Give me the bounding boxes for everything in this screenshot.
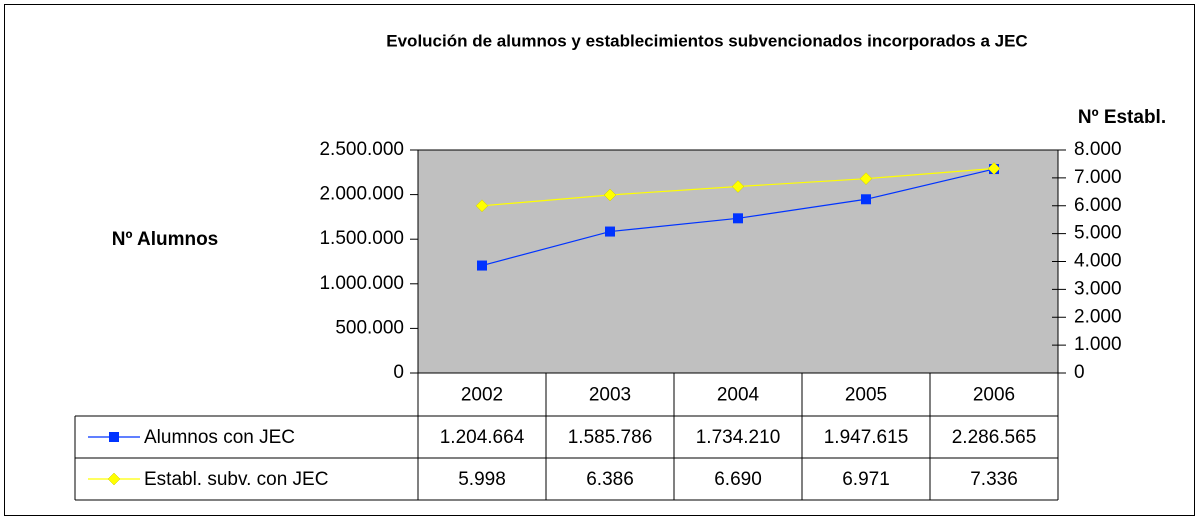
table-value: 6.690 (714, 469, 762, 490)
y2-tick-label: 3.000 (1074, 278, 1122, 299)
y2-tick-label: 6.000 (1074, 195, 1122, 216)
marker (861, 194, 871, 205)
table-value: 1.585.786 (568, 427, 653, 448)
marker (733, 213, 743, 224)
y-tick-label: 500.000 (335, 317, 404, 338)
y-axis-title: Nº Alumnos (112, 229, 219, 250)
y-tick-label: 2.500.000 (319, 139, 404, 160)
x-tick-label: 2003 (589, 385, 631, 406)
marker (477, 260, 487, 271)
y2-tick-label: 2.000 (1074, 306, 1122, 327)
marker (107, 472, 121, 486)
table-value: 7.336 (970, 469, 1018, 490)
y2-tick-label: 4.000 (1074, 251, 1122, 272)
chart-title: Evolución de alumnos y establecimientos … (386, 31, 1027, 50)
table-value: 1.204.664 (440, 427, 525, 448)
y-tick-label: 1.500.000 (319, 228, 404, 249)
marker (987, 162, 1001, 175)
x-tick-label: 2004 (717, 385, 760, 406)
y2-tick-label: 7.000 (1074, 167, 1122, 188)
table-value: 2.286.565 (952, 427, 1037, 448)
table-value: 1.947.615 (824, 427, 909, 448)
marker (475, 199, 489, 213)
marker (603, 188, 617, 202)
x-tick-label: 2005 (845, 385, 887, 406)
y2-tick-label: 5.000 (1074, 223, 1122, 244)
table-value: 6.386 (586, 469, 634, 490)
x-tick-label: 2002 (461, 385, 503, 406)
y2-tick-label: 8.000 (1074, 139, 1122, 160)
marker (605, 226, 615, 237)
y2-tick-label: 0 (1074, 362, 1085, 383)
y2-tick-label: 1.000 (1074, 334, 1122, 355)
y-tick-label: 2.000.000 (319, 184, 404, 205)
y-tick-label: 0 (393, 362, 404, 383)
legend-label: Establ. subv. con JEC (144, 469, 328, 490)
legend-label: Alumnos con JEC (144, 427, 295, 448)
marker (859, 172, 873, 186)
y-tick-label: 1.000.000 (319, 273, 404, 294)
table-value: 6.971 (842, 469, 890, 490)
marker (731, 180, 745, 193)
y2-axis-title: Nº Establ. (1078, 107, 1166, 128)
x-tick-label: 2006 (973, 385, 1015, 406)
table-value: 1.734.210 (696, 427, 781, 448)
table-value: 5.998 (458, 469, 506, 490)
marker (109, 432, 119, 442)
